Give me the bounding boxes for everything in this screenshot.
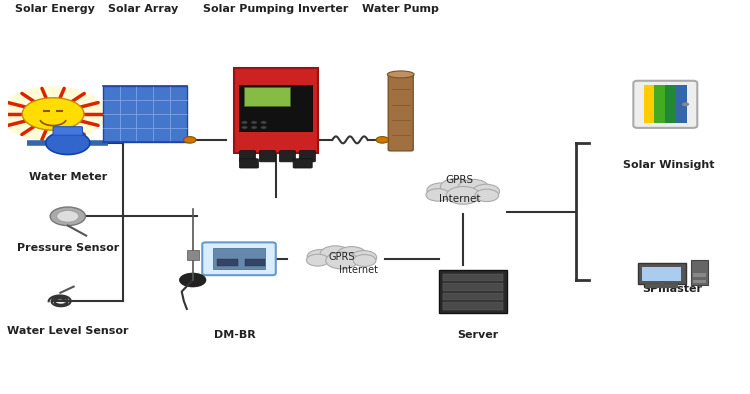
FancyBboxPatch shape [260,151,275,162]
Circle shape [337,247,366,262]
FancyBboxPatch shape [676,85,687,123]
FancyBboxPatch shape [388,73,413,151]
FancyBboxPatch shape [439,270,506,313]
FancyBboxPatch shape [442,293,503,300]
Circle shape [446,186,480,204]
Circle shape [475,189,499,202]
Circle shape [46,131,90,154]
Circle shape [472,184,500,199]
Text: Solar Winsight: Solar Winsight [623,160,715,170]
Circle shape [184,137,196,143]
FancyBboxPatch shape [213,248,265,269]
Circle shape [261,121,266,124]
FancyBboxPatch shape [293,159,312,168]
Text: GPRS: GPRS [328,252,356,262]
Text: GPRS: GPRS [446,175,473,185]
Circle shape [22,98,84,130]
Circle shape [440,178,472,195]
Text: DM-BR: DM-BR [214,330,256,340]
FancyBboxPatch shape [665,85,676,123]
FancyBboxPatch shape [244,87,290,106]
Circle shape [0,86,106,142]
Circle shape [261,126,266,129]
FancyBboxPatch shape [693,280,706,284]
Circle shape [320,246,351,262]
FancyBboxPatch shape [655,85,665,123]
Text: Solar Energy: Solar Energy [15,4,95,14]
Text: Water Meter: Water Meter [28,172,107,182]
FancyBboxPatch shape [239,159,259,168]
FancyBboxPatch shape [202,242,276,275]
Circle shape [682,102,689,106]
Text: Water Level Sensor: Water Level Sensor [7,326,128,336]
Circle shape [251,121,257,124]
Circle shape [308,249,334,264]
FancyBboxPatch shape [644,85,655,123]
Circle shape [306,254,329,266]
Text: Solar Array: Solar Array [108,4,178,14]
Text: Pressure Sensor: Pressure Sensor [16,243,119,253]
Circle shape [353,255,376,266]
FancyBboxPatch shape [103,86,188,142]
FancyBboxPatch shape [279,151,296,162]
FancyBboxPatch shape [53,127,82,135]
Text: Server: Server [458,330,499,340]
Text: Solar Pumping Inverter: Solar Pumping Inverter [203,4,349,14]
FancyBboxPatch shape [217,258,238,266]
FancyBboxPatch shape [644,85,687,123]
Circle shape [179,273,206,287]
FancyBboxPatch shape [693,273,706,277]
Circle shape [57,210,79,222]
Text: SPmaster: SPmaster [643,284,703,294]
Circle shape [242,126,248,129]
FancyBboxPatch shape [245,258,266,266]
Ellipse shape [387,71,414,78]
FancyBboxPatch shape [633,81,698,128]
FancyBboxPatch shape [442,283,503,291]
Circle shape [427,183,455,198]
FancyBboxPatch shape [442,274,503,281]
FancyBboxPatch shape [239,85,312,131]
FancyBboxPatch shape [442,302,503,310]
FancyBboxPatch shape [187,250,199,260]
FancyBboxPatch shape [233,68,318,152]
FancyBboxPatch shape [692,260,707,285]
Circle shape [426,189,450,201]
FancyBboxPatch shape [299,151,316,162]
Circle shape [50,207,86,226]
Text: Internet: Internet [339,266,378,275]
FancyBboxPatch shape [638,263,686,284]
Circle shape [251,126,257,129]
Text: Internet: Internet [439,194,480,204]
Circle shape [242,121,248,124]
Text: Water Pump: Water Pump [362,4,440,14]
Circle shape [326,252,358,269]
Circle shape [351,251,376,264]
FancyBboxPatch shape [239,151,256,162]
FancyBboxPatch shape [642,267,681,281]
Circle shape [458,179,488,195]
Circle shape [376,137,388,143]
